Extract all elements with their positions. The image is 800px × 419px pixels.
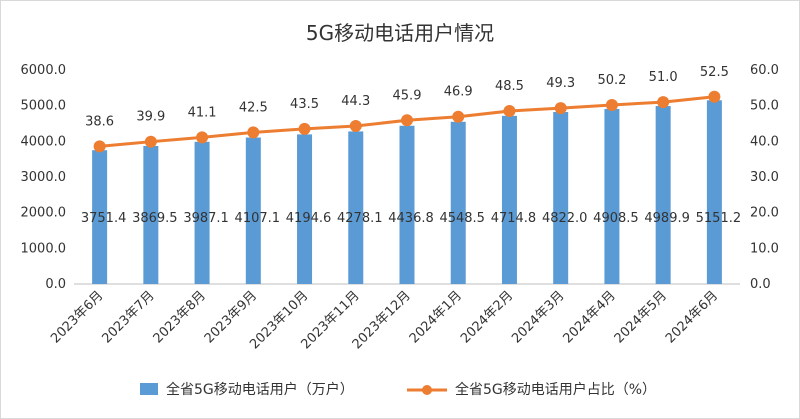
y-right-tick-label: 0.0 <box>750 277 771 292</box>
y-right-tick-label: 10.0 <box>750 241 779 256</box>
line-data-label: 42.5 <box>239 100 268 115</box>
bar-data-label: 4908.5 <box>593 211 639 226</box>
y-left-tick-label: 5000.0 <box>21 99 67 114</box>
y-right-tick-label: 50.0 <box>750 99 779 114</box>
bar-data-label: 4548.5 <box>439 211 485 226</box>
bar-data-label: 4107.1 <box>235 211 281 226</box>
bar-data-label: 4194.6 <box>286 211 332 226</box>
y-right-tick-label: 30.0 <box>750 170 779 185</box>
line-data-label: 39.9 <box>136 110 165 125</box>
line-point <box>349 119 362 132</box>
bar-data-label: 4436.8 <box>388 211 434 226</box>
legend: 全省5G移动电话用户（万户） 全省5G移动电话用户占比（%） <box>140 381 656 398</box>
bar <box>399 125 415 284</box>
bar <box>348 131 364 284</box>
bar <box>92 150 108 284</box>
bar <box>450 121 466 284</box>
bar <box>706 100 722 284</box>
line-point <box>708 90 721 103</box>
line-data-label: 38.6 <box>85 114 114 129</box>
y-right-tick-label: 20.0 <box>750 206 779 221</box>
bar-data-label: 3987.1 <box>183 211 229 226</box>
line-point <box>503 105 516 118</box>
line-data-label: 52.5 <box>700 65 729 80</box>
bar <box>553 112 569 284</box>
line-point <box>452 110 465 123</box>
y-left-tick-label: 4000.0 <box>21 134 67 149</box>
bar-data-label: 5151.2 <box>696 211 742 226</box>
legend-label-bar: 全省5G移动电话用户（万户） <box>166 381 354 398</box>
line-point <box>401 114 413 127</box>
bar-data-label: 3869.5 <box>132 211 178 226</box>
y-right-tick-label: 40.0 <box>750 134 779 149</box>
line-point <box>605 98 618 111</box>
bar-data-label: 3751.4 <box>81 211 127 226</box>
line-point <box>298 122 311 135</box>
line-point <box>554 102 567 115</box>
bar <box>501 115 517 284</box>
y-left-tick-label: 1000.0 <box>21 241 67 256</box>
bar-data-label: 4822.0 <box>542 211 588 226</box>
line-point <box>93 140 106 153</box>
line-data-label: 49.3 <box>546 76 575 91</box>
legend-label-line: 全省5G移动电话用户占比（%） <box>455 381 656 398</box>
bar-data-label: 4714.8 <box>491 211 537 226</box>
legend-swatch-marker <box>422 385 432 395</box>
bar-data-label: 4989.9 <box>644 211 690 226</box>
bar <box>297 134 313 284</box>
line-data-label: 43.5 <box>290 97 319 112</box>
line-data-label: 48.5 <box>495 79 524 94</box>
y-left-tick-label: 0.0 <box>45 277 66 292</box>
bar <box>655 106 671 284</box>
y-left-tick-label: 6000.0 <box>21 63 67 78</box>
line-data-label: 46.9 <box>444 85 473 100</box>
line-data-label: 51.0 <box>649 70 678 85</box>
bar <box>245 137 261 284</box>
y-right-tick-label: 60.0 <box>750 63 779 78</box>
line-data-label: 45.9 <box>393 88 422 103</box>
bar-data-label: 4278.1 <box>337 211 383 226</box>
legend-swatch-bar <box>140 383 158 395</box>
line-data-label: 44.3 <box>341 94 370 109</box>
bar <box>194 141 210 284</box>
line-data-label: 50.2 <box>597 73 626 88</box>
line-point <box>196 131 209 144</box>
y-left-tick-label: 3000.0 <box>21 170 67 185</box>
chart-title: 5G移动电话用户情况 <box>306 21 494 45</box>
line-point <box>144 135 157 148</box>
line-point <box>657 96 670 109</box>
bar <box>143 145 159 284</box>
line-point <box>247 126 260 139</box>
y-left-tick-label: 2000.0 <box>21 206 67 221</box>
line-data-label: 41.1 <box>188 105 217 120</box>
bar <box>604 108 620 284</box>
